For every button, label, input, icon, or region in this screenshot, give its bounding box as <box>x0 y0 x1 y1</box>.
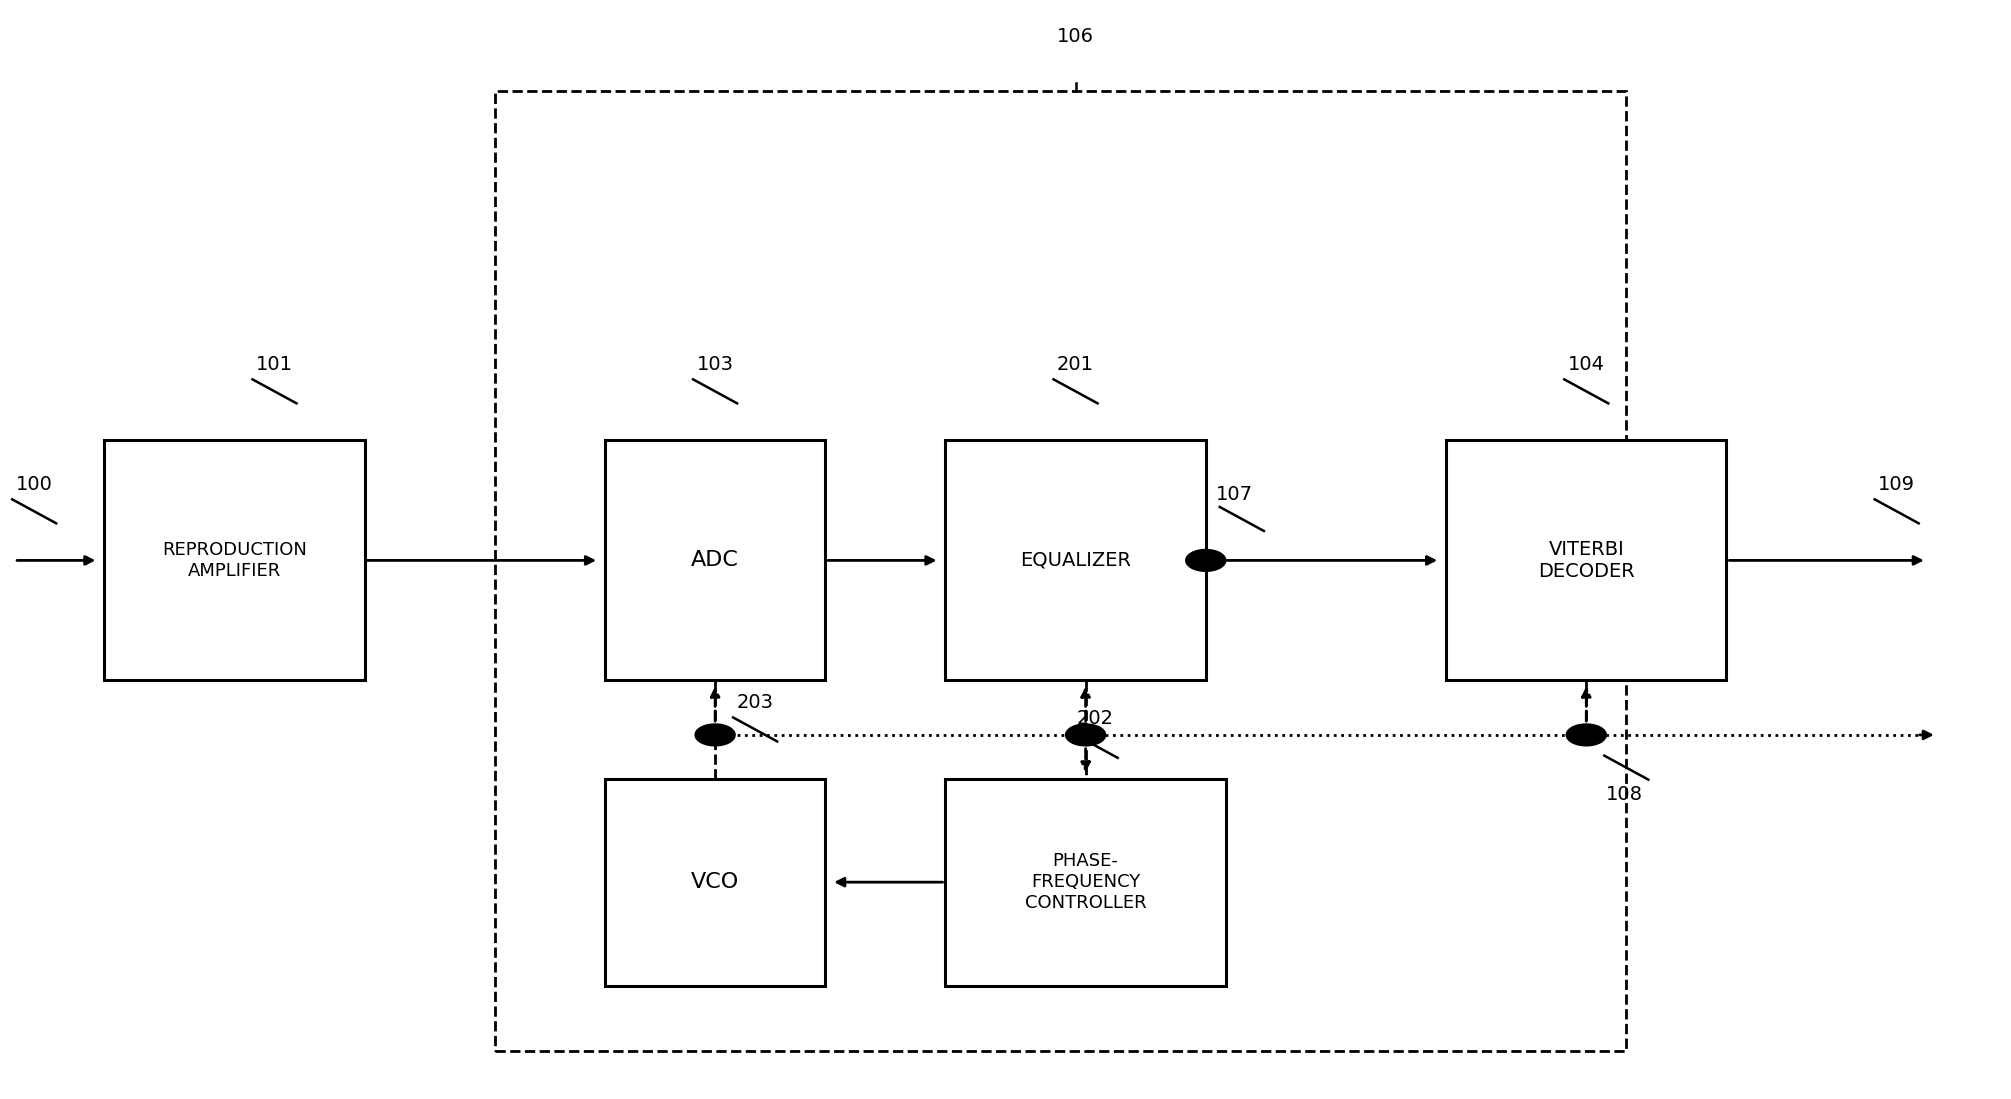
Text: 108: 108 <box>1607 786 1643 804</box>
Circle shape <box>696 724 736 746</box>
Text: 101: 101 <box>255 355 294 374</box>
Bar <box>605 778 825 986</box>
Text: REPRODUCTION
AMPLIFIER: REPRODUCTION AMPLIFIER <box>163 541 308 580</box>
Text: 107: 107 <box>1217 486 1253 504</box>
Text: 109: 109 <box>1878 475 1914 493</box>
Text: 203: 203 <box>736 692 774 712</box>
Bar <box>105 441 364 680</box>
Bar <box>495 91 1627 1052</box>
Text: VCO: VCO <box>692 873 740 892</box>
Text: ADC: ADC <box>692 551 740 570</box>
Bar <box>1446 441 1727 680</box>
Text: 104: 104 <box>1569 355 1605 374</box>
Circle shape <box>1066 724 1106 746</box>
Circle shape <box>1567 724 1607 746</box>
Text: 106: 106 <box>1058 27 1094 46</box>
Text: 100: 100 <box>16 475 52 493</box>
Text: 201: 201 <box>1058 355 1094 374</box>
Bar <box>945 778 1227 986</box>
Text: PHASE-
FREQUENCY
CONTROLLER: PHASE- FREQUENCY CONTROLLER <box>1026 853 1146 912</box>
Bar <box>605 441 825 680</box>
Text: 103: 103 <box>696 355 734 374</box>
Text: EQUALIZER: EQUALIZER <box>1020 551 1130 570</box>
Text: VITERBI
DECODER: VITERBI DECODER <box>1538 540 1635 581</box>
Bar <box>945 441 1207 680</box>
Text: 202: 202 <box>1078 709 1114 728</box>
Circle shape <box>1186 550 1227 571</box>
